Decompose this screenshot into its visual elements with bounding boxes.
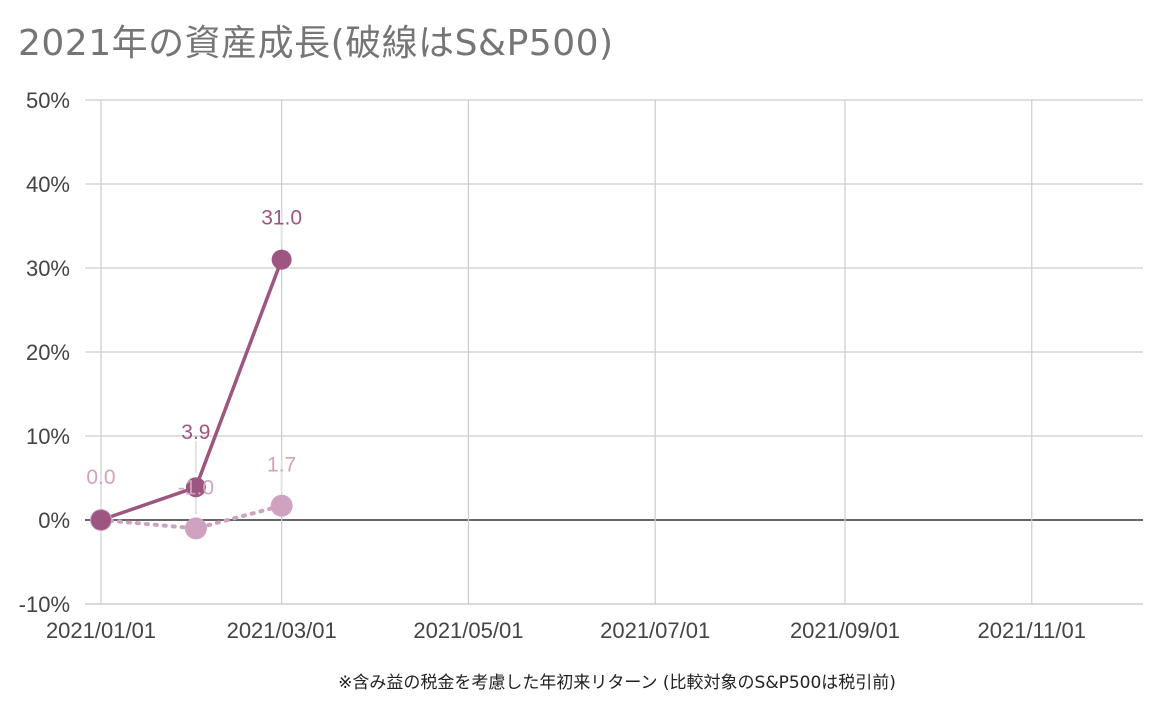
- x-tick-label: 2021/11/01: [978, 618, 1086, 643]
- portfolio-point: [271, 249, 292, 270]
- sp500-data-label: -1.0: [178, 476, 214, 499]
- sp500-point: [184, 517, 207, 540]
- y-tick-label: 20%: [26, 340, 70, 365]
- y-tick-label: 30%: [26, 256, 70, 281]
- line-chart: 50% 40% 30% 20% 10% 0% -10% 2021/01/01 2021/03/…: [19, 88, 1143, 643]
- x-tick-label: 2021/01/01: [46, 618, 156, 643]
- portfolio-point: [185, 477, 206, 498]
- series-layer: [90, 213, 293, 540]
- x-tick-label: 2021/03/01: [227, 618, 337, 643]
- y-tick-label: 0%: [38, 508, 70, 533]
- y-tick-label: 40%: [26, 172, 70, 197]
- y-tick-label: 50%: [26, 88, 70, 113]
- portfolio-point: [91, 510, 111, 530]
- sp500-data-label: 1.7: [267, 454, 296, 477]
- sp500-point: [270, 494, 293, 517]
- y-tick-label: 10%: [26, 424, 70, 449]
- x-tick-labels: 2021/01/01 2021/03/01 2021/05/01 2021/07/01…: [46, 618, 1086, 643]
- sp500-series-line: [99, 503, 284, 531]
- portfolio-data-label: 3.9: [181, 421, 210, 444]
- grid: [85, 99, 1143, 605]
- y-tick-label: -10%: [19, 592, 70, 617]
- x-tick-label: 2021/05/01: [413, 618, 523, 643]
- chart-footnote: ※含み益の税金を考慮した年初来リターン (比較対象のS&P500は税引前): [338, 673, 896, 693]
- portfolio-data-label: 31.0: [261, 207, 302, 230]
- sp500-data-label: 0.0: [86, 466, 115, 489]
- x-tick-label: 2021/09/01: [790, 618, 900, 643]
- y-tick-labels: 50% 40% 30% 20% 10% 0% -10%: [19, 88, 70, 617]
- x-tick-label: 2021/07/01: [600, 618, 710, 643]
- chart-title: 2021年の資産成長(破線はS&P500): [18, 23, 614, 64]
- data-labels: 3.9 31.0 0.0 -1.0 1.7: [86, 207, 302, 500]
